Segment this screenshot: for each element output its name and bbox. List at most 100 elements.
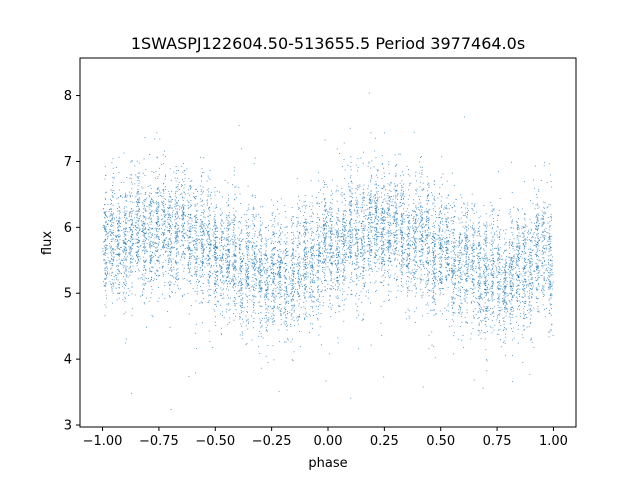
data-point: [239, 289, 241, 291]
data-point: [547, 267, 549, 269]
data-point: [309, 291, 311, 293]
data-point: [383, 259, 385, 261]
data-point: [376, 228, 377, 230]
data-point: [202, 255, 204, 257]
data-point: [438, 217, 440, 219]
data-point: [362, 220, 363, 222]
data-point: [273, 263, 274, 265]
data-point: [181, 215, 183, 217]
data-point: [498, 289, 500, 291]
data-point: [537, 270, 539, 272]
data-point: [165, 214, 167, 216]
data-point: [427, 304, 429, 306]
data-point: [337, 267, 339, 269]
data-point: [177, 274, 179, 276]
data-point: [287, 250, 289, 252]
data-point: [228, 271, 230, 273]
data-point: [390, 214, 391, 216]
data-point: [131, 282, 133, 284]
data-point: [259, 321, 261, 323]
data-point: [282, 261, 284, 263]
data-point: [152, 251, 154, 253]
data-point: [465, 290, 467, 292]
data-point: [478, 334, 480, 336]
data-point: [219, 249, 221, 251]
data-point: [525, 224, 527, 226]
data-point: [220, 257, 222, 259]
data-point: [327, 283, 329, 285]
data-point: [483, 248, 485, 250]
data-point: [311, 281, 313, 282]
data-point: [545, 247, 547, 249]
data-point: [382, 261, 384, 262]
data-point: [432, 280, 434, 282]
data-point: [102, 247, 104, 249]
data-point: [112, 213, 114, 215]
data-point: [492, 220, 494, 222]
data-point: [201, 174, 203, 176]
data-point: [454, 237, 456, 239]
data-point: [107, 248, 109, 250]
data-point: [440, 249, 442, 251]
data-point: [187, 230, 188, 232]
data-point: [511, 263, 513, 265]
data-point: [215, 243, 216, 245]
data-point: [173, 242, 175, 244]
data-point: [357, 184, 359, 186]
data-point: [438, 207, 440, 209]
data-point: [190, 283, 192, 284]
data-point: [418, 224, 420, 226]
data-point: [157, 211, 159, 213]
data-point: [541, 241, 543, 243]
data-point: [478, 259, 480, 261]
data-point: [182, 235, 184, 237]
data-point: [248, 254, 250, 256]
data-point: [245, 241, 247, 243]
data-point: [173, 266, 175, 268]
data-point: [529, 251, 531, 253]
data-point: [194, 233, 196, 235]
data-point: [543, 277, 545, 279]
data-point: [383, 132, 385, 134]
data-point: [322, 232, 324, 234]
data-point: [420, 176, 422, 178]
data-point: [367, 218, 369, 220]
data-point: [153, 246, 155, 247]
data-point: [388, 240, 389, 242]
data-point: [345, 251, 347, 253]
data-point: [285, 276, 287, 278]
data-point: [376, 193, 378, 195]
data-point: [130, 161, 132, 163]
data-point: [274, 248, 276, 250]
data-point: [210, 243, 212, 245]
data-point: [196, 270, 198, 272]
data-point: [451, 217, 453, 219]
data-point: [187, 207, 189, 209]
data-point: [535, 241, 537, 243]
data-point: [408, 255, 410, 257]
data-point: [401, 199, 403, 201]
data-point: [112, 204, 114, 206]
data-point: [403, 183, 404, 185]
data-point: [446, 280, 448, 282]
data-point: [240, 231, 242, 233]
data-point: [201, 172, 203, 173]
data-point: [222, 232, 224, 234]
data-point: [195, 188, 197, 190]
data-point: [522, 281, 524, 283]
data-point: [168, 295, 170, 297]
data-point: [267, 298, 269, 300]
data-point: [299, 231, 301, 233]
data-point: [104, 166, 106, 168]
data-point: [354, 262, 356, 264]
data-point: [265, 237, 267, 239]
data-point: [363, 253, 365, 255]
data-point: [287, 303, 289, 304]
data-point: [153, 243, 154, 245]
data-point: [304, 226, 305, 228]
data-point: [323, 182, 325, 183]
data-point: [541, 265, 542, 267]
data-point: [446, 219, 448, 221]
data-point: [307, 266, 308, 268]
data-point: [510, 263, 512, 265]
